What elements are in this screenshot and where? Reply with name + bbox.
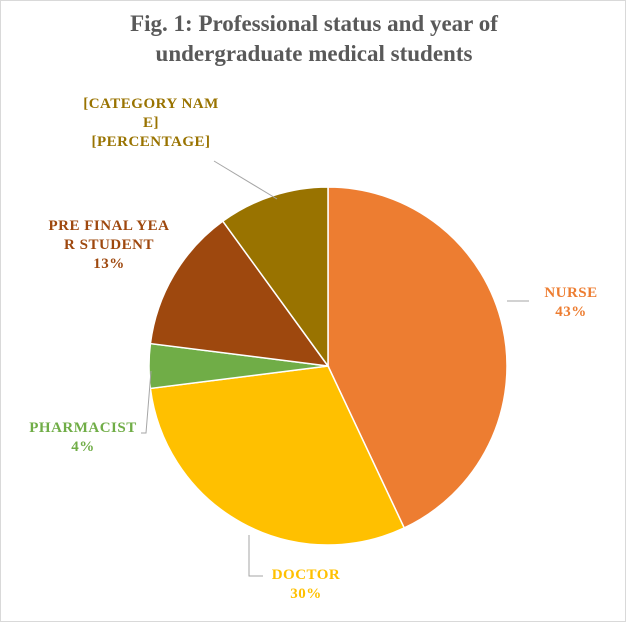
label-name: [CATEGORY NAME] <box>83 96 219 131</box>
label-value: 30% <box>290 586 322 602</box>
label-value: 4% <box>71 439 95 455</box>
data-label: [CATEGORY NAME] [PERCENTAGE] <box>81 95 221 152</box>
chart-title: Fig. 1: Professional status and year of … <box>130 11 498 66</box>
label-value: 43% <box>555 304 587 320</box>
pie-slice <box>327 186 508 529</box>
label-name: NURSE <box>544 285 598 301</box>
pie-slice <box>149 220 330 367</box>
data-label: NURSE 43% <box>531 284 611 322</box>
leader-line <box>248 535 263 577</box>
leader-line <box>141 370 152 434</box>
leader-line <box>213 160 278 200</box>
data-label: PHARMACIST 4% <box>23 419 143 457</box>
label-name: DOCTOR <box>271 567 341 583</box>
data-label: PRE FINAL YEAR STUDENT 13% <box>45 217 173 274</box>
pie-slice <box>149 365 406 546</box>
label-name: PHARMACIST <box>29 420 137 436</box>
label-value: [PERCENTAGE] <box>91 134 211 150</box>
label-value: 13% <box>93 256 125 272</box>
label-name: PRE FINAL YEAR STUDENT <box>48 218 170 253</box>
data-label: DOCTOR 30% <box>256 566 356 604</box>
